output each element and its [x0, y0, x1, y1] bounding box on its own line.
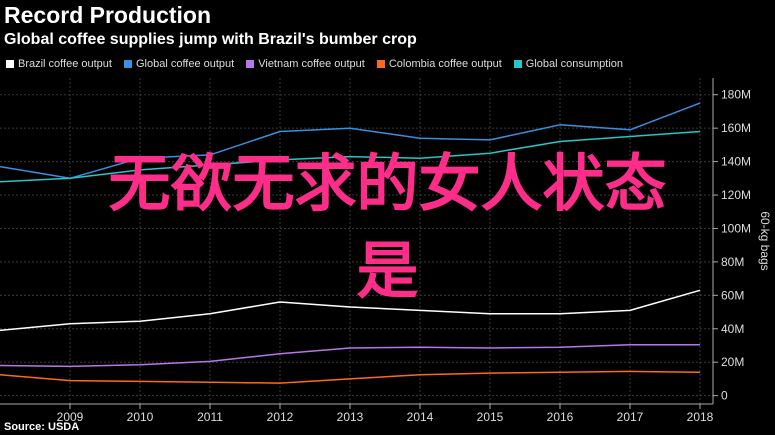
y-tick-label: 120M	[721, 188, 751, 202]
x-tick-label: 2017	[617, 410, 644, 424]
legend-swatch-global-output	[123, 60, 132, 68]
y-tick-label: 0	[721, 389, 728, 403]
series-line-brazil	[0, 289, 701, 332]
x-tick-label: 2013	[337, 410, 364, 424]
source-note: Source: USDA	[4, 421, 80, 433]
y-tick-label: 60M	[721, 288, 744, 302]
y-tick-label: 180M	[721, 88, 751, 102]
series-line-consumption	[0, 130, 701, 183]
legend-label-global-output: Global coffee output	[135, 58, 235, 70]
y-axis-title: 60-kg bags	[758, 211, 772, 270]
y-tick-label: 160M	[721, 121, 751, 135]
y-tick-label: 80M	[721, 255, 744, 269]
x-tick-label: 2010	[127, 410, 154, 424]
legend-label-colombia: Colombia coffee output	[388, 58, 502, 70]
x-tick-label: 2012	[267, 410, 294, 424]
legend-label-vietnam: Vietnam coffee output	[258, 58, 365, 70]
series-line-global-output	[0, 102, 701, 180]
legend-item-global-output: Global coffee output	[123, 58, 235, 70]
legend-swatch-vietnam	[246, 60, 255, 68]
x-tick-label: 2015	[477, 410, 504, 424]
overlay-text-line-2: 是	[356, 234, 419, 307]
chart-legend: Brazil coffee output Global coffee outpu…	[6, 58, 623, 70]
series-line-vietnam	[0, 343, 700, 368]
legend-swatch-brazil	[6, 60, 14, 68]
legend-swatch-colombia	[376, 60, 385, 68]
chart-subtitle: Global coffee supplies jump with Brazil'…	[4, 31, 417, 48]
legend-label-brazil: Brazil coffee output	[18, 58, 112, 70]
y-tick-label: 20M	[721, 355, 744, 369]
legend-label-consumption: Global consumption	[525, 58, 624, 70]
series-line-colombia	[0, 370, 701, 384]
legend-swatch-consumption	[513, 60, 522, 68]
y-tick-label: 100M	[721, 221, 751, 235]
x-tick-label: 2018	[687, 410, 714, 424]
chart-title: Record Production	[4, 2, 212, 28]
y-tick-label: 40M	[721, 322, 744, 336]
legend-item-colombia: Colombia coffee output	[376, 58, 502, 70]
legend-item-consumption: Global consumption	[513, 58, 624, 70]
y-tick-label: 140M	[721, 155, 751, 169]
x-tick-label: 2016	[547, 410, 574, 424]
x-tick-label: 2009	[57, 410, 84, 424]
overlay-text-line-1: 无欲无求的女人状态	[108, 147, 667, 220]
x-tick-label: 2011	[197, 410, 223, 424]
x-tick-label: 2014	[407, 410, 434, 424]
legend-item-vietnam: Vietnam coffee output	[246, 58, 365, 70]
legend-item-brazil: Brazil coffee output	[6, 58, 112, 70]
